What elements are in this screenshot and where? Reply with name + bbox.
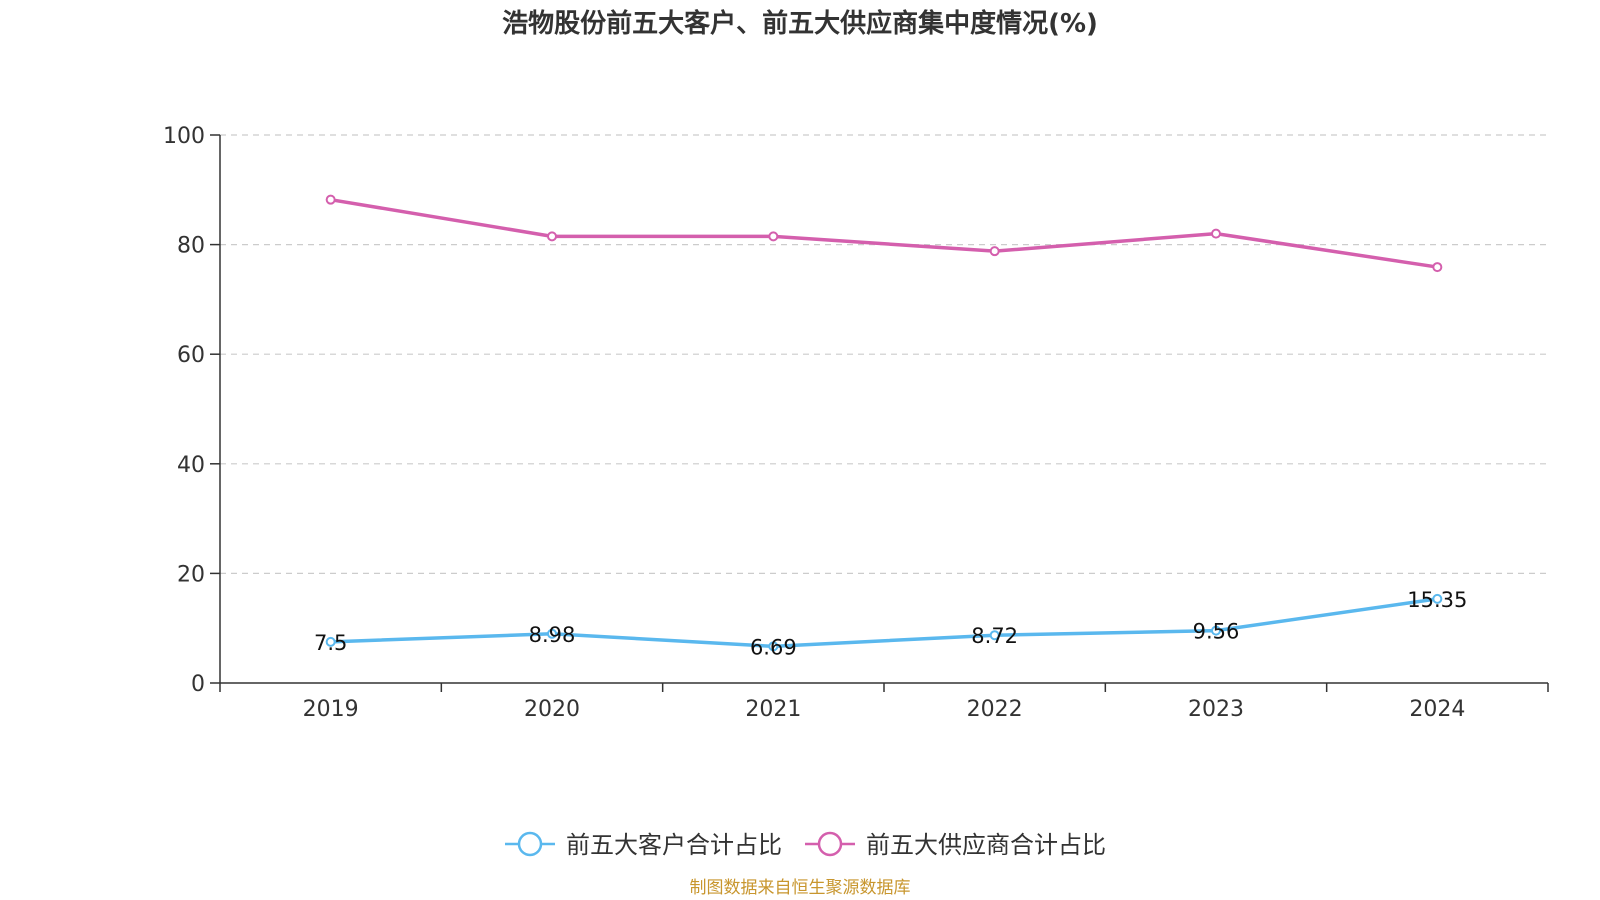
series-1-point-2020 xyxy=(547,231,557,242)
chart-title: 浩物股份前五大客户、前五大供应商集中度情况(%) xyxy=(502,8,1098,39)
y-tick-label-80: 80 xyxy=(177,234,205,259)
y-tick-label-60: 60 xyxy=(177,343,205,368)
y-tick-label-100: 100 xyxy=(163,124,205,149)
series-line-0 xyxy=(330,597,1438,649)
series-0-point-2022 xyxy=(989,630,1000,641)
series-0-label-2021: 6.69 xyxy=(750,635,797,659)
series-layer: 7.5 8.98 6.69 8.72 9.56 15.35 xyxy=(314,194,1467,659)
x-tick-label-2022: 2022 xyxy=(967,697,1023,722)
legend: 前五大客户合计占比 前五大供应商合计占比 xyxy=(505,831,1106,859)
axes: 0 20 40 60 80 100 2019 2020 2021 2022 2023 2024 xyxy=(163,124,1549,722)
series-1-point-2021 xyxy=(768,231,779,242)
legend-marker-1 xyxy=(817,831,843,857)
series-0-label-2022: 8.72 xyxy=(971,624,1018,648)
x-tick-label-2021: 2021 xyxy=(745,697,801,722)
x-tick-label-2019: 2019 xyxy=(303,697,359,722)
series-line-1 xyxy=(330,197,1438,269)
series-0-point-2024 xyxy=(1432,593,1443,604)
series-1-point-2024 xyxy=(1432,262,1443,273)
x-tick-label-2020: 2020 xyxy=(524,697,580,722)
series-0-point-2020 xyxy=(547,628,557,639)
series-0-label-2023: 9.56 xyxy=(1193,620,1240,644)
x-tick-label-2024: 2024 xyxy=(1409,697,1465,722)
series-0-point-2021 xyxy=(768,641,779,652)
series-0-point-2019 xyxy=(325,636,336,647)
series-0-label-2024: 15.35 xyxy=(1407,588,1467,612)
x-tick-label-2023: 2023 xyxy=(1188,697,1244,722)
series-0-point-2023 xyxy=(1211,625,1221,636)
y-tick-label-0: 0 xyxy=(191,672,205,697)
series-0-label-2019: 7.5 xyxy=(314,631,347,655)
source-note: 制图数据来自恒生聚源数据库 xyxy=(690,878,911,898)
legend-label-1: 前五大供应商合计占比 xyxy=(866,831,1106,859)
y-tick-label-40: 40 xyxy=(177,453,205,478)
series-1-point-2019 xyxy=(325,194,336,205)
legend-marker-0 xyxy=(517,831,543,857)
series-1-point-2023 xyxy=(1211,228,1221,239)
legend-label-0: 前五大客户合计占比 xyxy=(566,831,782,859)
series-1-point-2022 xyxy=(989,246,1000,257)
series-0-label-2020: 8.98 xyxy=(529,623,576,647)
gridlines xyxy=(220,134,1548,575)
y-tick-label-20: 20 xyxy=(177,562,205,587)
